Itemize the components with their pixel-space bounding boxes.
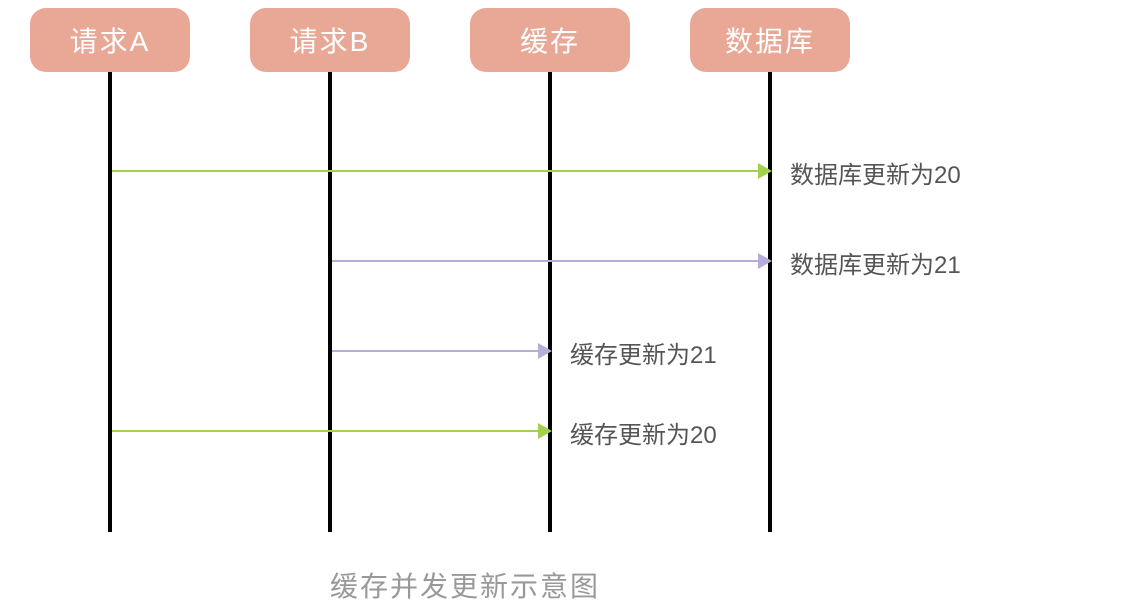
lifeline-database [768, 72, 772, 532]
participant-request-a: 请求A [30, 8, 190, 72]
participant-label: 请求A [70, 20, 151, 60]
sequence-diagram: 请求A 请求B 缓存 数据库 数据库更新为20 数据库更新为21 缓存更新为21… [0, 0, 1142, 615]
arrow-label: 缓存更新为20 [570, 415, 717, 450]
arrow-head-icon [538, 423, 552, 439]
arrow-cache-update-21 [332, 350, 538, 352]
arrow-head-icon [758, 163, 772, 179]
diagram-caption: 缓存并发更新示意图 [330, 565, 600, 605]
arrow-head-icon [758, 253, 772, 269]
participant-label: 缓存 [520, 20, 580, 60]
arrow-cache-update-20 [112, 430, 538, 432]
participant-request-b: 请求B [250, 8, 410, 72]
arrow-label: 数据库更新为21 [790, 245, 961, 280]
participant-database: 数据库 [690, 8, 850, 72]
arrow-db-update-20 [112, 170, 758, 172]
participant-label: 数据库 [725, 20, 815, 60]
arrow-label: 缓存更新为21 [570, 335, 717, 370]
lifeline-cache [548, 72, 552, 532]
lifeline-request-b [328, 72, 332, 532]
arrow-label: 数据库更新为20 [790, 155, 961, 190]
arrow-head-icon [538, 343, 552, 359]
participant-cache: 缓存 [470, 8, 630, 72]
arrow-db-update-21 [332, 260, 758, 262]
lifeline-request-a [108, 72, 112, 532]
participant-label: 请求B [290, 20, 371, 60]
